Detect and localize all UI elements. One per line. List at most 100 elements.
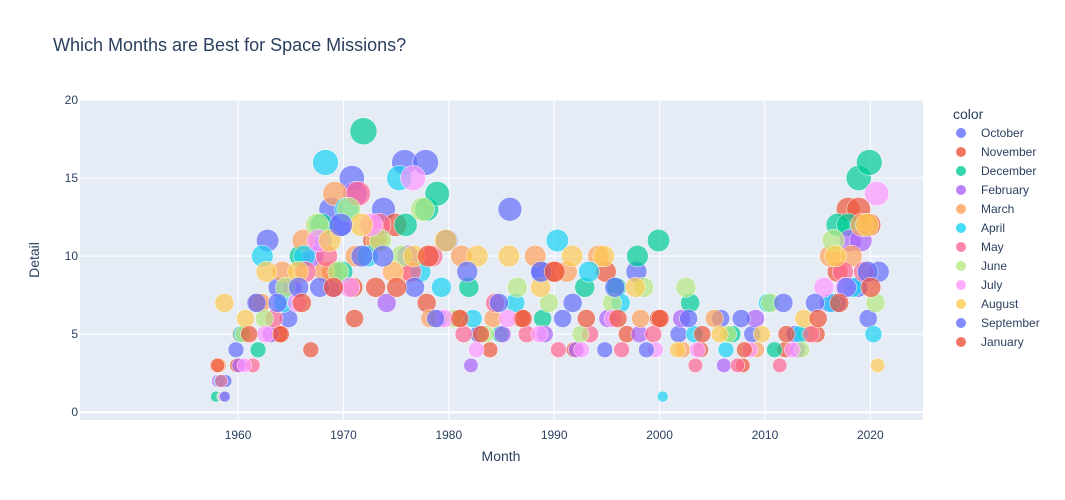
data-point-january [240, 325, 258, 343]
legend-marker [956, 147, 966, 157]
data-point-august [349, 213, 374, 237]
data-point-january [271, 325, 290, 343]
legend-item-april[interactable]: April [956, 221, 1005, 235]
data-point-september [562, 293, 583, 313]
data-point-july [530, 325, 549, 343]
data-point-april [864, 325, 883, 343]
data-point-january [323, 277, 344, 298]
data-point-february [493, 325, 512, 343]
data-point-september [426, 309, 445, 328]
data-point-august [824, 245, 847, 268]
legend-item-january[interactable]: January [956, 335, 1024, 349]
data-point-january [292, 293, 312, 313]
legend-item-may[interactable]: May [956, 240, 1004, 254]
legend-marker [956, 280, 966, 290]
legend-label: December [981, 164, 1036, 178]
data-point-october [227, 341, 245, 358]
y-tick-label: 0 [71, 405, 78, 419]
legend-label: April [981, 221, 1005, 235]
legend-label: March [981, 202, 1014, 216]
data-point-august [855, 213, 879, 237]
data-point-september [246, 293, 267, 313]
legend-label: November [981, 145, 1036, 159]
legend-item-march[interactable]: March [956, 202, 1014, 216]
data-point-may [802, 325, 821, 343]
x-tick-label: 1990 [541, 428, 568, 442]
data-point-july [400, 165, 426, 191]
legend-title: color [953, 106, 984, 122]
y-tick-label: 15 [65, 171, 79, 185]
data-point-january [808, 309, 828, 328]
data-point-january [777, 325, 796, 343]
legend: color October November December February Mar… [953, 106, 1040, 349]
data-point-may [214, 374, 228, 388]
legend-label: July [981, 278, 1002, 292]
data-point-august [214, 293, 235, 313]
data-point-april [312, 149, 339, 176]
data-point-may [730, 357, 746, 373]
data-point-august [625, 277, 646, 298]
data-point-january [608, 309, 628, 328]
data-point-august [497, 245, 520, 268]
legend-marker [956, 299, 966, 309]
legend-label: February [981, 183, 1029, 197]
legend-label: May [981, 240, 1004, 254]
data-point-september [679, 309, 698, 328]
x-tick-label: 1970 [330, 428, 357, 442]
data-point-february [716, 357, 732, 373]
x-tick-label: 1960 [225, 428, 252, 442]
data-point-february [376, 293, 397, 313]
data-point-december [349, 117, 378, 145]
legend-item-october[interactable]: October [956, 126, 1024, 140]
x-tick-label: 1980 [435, 428, 462, 442]
data-point-may [550, 341, 567, 358]
data-point-august [752, 325, 771, 343]
data-point-september [371, 245, 395, 268]
data-point-january [365, 277, 386, 298]
data-point-july [236, 357, 252, 373]
data-point-august [561, 245, 584, 268]
x-tick-labels: 1960 1970 1980 1990 2000 2010 2020 [225, 428, 884, 442]
data-point-january [513, 309, 533, 328]
legend-label: October [981, 126, 1024, 140]
data-point-september [638, 341, 655, 358]
data-point-september [773, 293, 794, 313]
data-point-july [468, 341, 485, 358]
data-point-september [731, 309, 751, 328]
data-point-december [647, 229, 670, 252]
data-point-july [864, 181, 890, 207]
x-axis-title: Month [482, 448, 521, 464]
data-point-january [209, 357, 226, 373]
legend-item-february[interactable]: February [956, 183, 1029, 197]
data-point-august [592, 245, 615, 268]
data-point-december [626, 245, 649, 268]
data-point-august [669, 341, 686, 358]
y-tick-label: 5 [71, 327, 78, 341]
data-point-august [710, 325, 729, 343]
legend-label: January [981, 335, 1024, 349]
legend-marker [956, 242, 966, 252]
data-point-may [454, 325, 473, 343]
data-point-july [813, 277, 835, 298]
data-point-june [571, 325, 590, 343]
legend-marker [956, 204, 966, 214]
legend-item-december[interactable]: December [956, 164, 1036, 178]
data-point-december [393, 213, 418, 237]
legend-item-september[interactable]: September [956, 316, 1040, 330]
legend-item-july[interactable]: July [956, 278, 1002, 292]
data-point-may [644, 325, 663, 343]
y-tick-labels: 0 5 10 15 20 [65, 93, 79, 419]
legend-item-august[interactable]: August [956, 297, 1019, 311]
data-point-january [386, 277, 407, 298]
legend-marker [956, 337, 966, 347]
data-point-september [489, 293, 509, 313]
legend-label: June [981, 259, 1007, 273]
legend-item-november[interactable]: November [956, 145, 1036, 159]
data-point-october [596, 341, 613, 358]
data-point-september [328, 213, 353, 237]
legend-item-june[interactable]: June [956, 259, 1007, 273]
data-point-february [463, 357, 479, 373]
data-point-january [472, 325, 490, 343]
data-point-june [410, 197, 435, 222]
